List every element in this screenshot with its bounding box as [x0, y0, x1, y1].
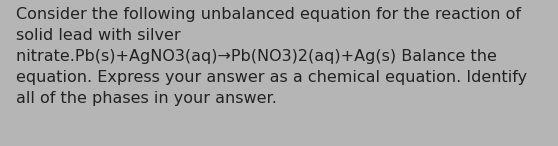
Text: Consider the following unbalanced equation for the reaction of
solid lead with s: Consider the following unbalanced equati… — [16, 7, 527, 106]
